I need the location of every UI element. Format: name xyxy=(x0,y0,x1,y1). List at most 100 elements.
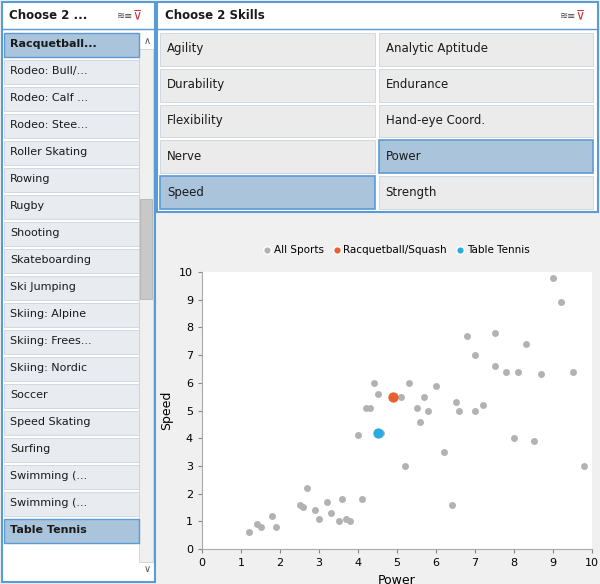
Point xyxy=(416,417,425,426)
FancyBboxPatch shape xyxy=(379,176,593,209)
FancyBboxPatch shape xyxy=(4,519,139,543)
Text: Speed: Speed xyxy=(167,186,204,199)
Text: Shooting: Shooting xyxy=(10,228,59,238)
Text: Rodeo: Bull/...: Rodeo: Bull/... xyxy=(10,66,88,76)
Text: Rodeo: Calf ...: Rodeo: Calf ... xyxy=(10,93,88,103)
FancyBboxPatch shape xyxy=(4,384,139,408)
FancyBboxPatch shape xyxy=(4,114,139,138)
Point xyxy=(357,495,367,504)
Point xyxy=(346,517,355,526)
Text: Speed Skating: Speed Skating xyxy=(10,417,91,427)
FancyBboxPatch shape xyxy=(4,168,139,192)
Point xyxy=(299,503,308,512)
Point xyxy=(244,528,254,537)
Text: ⊽: ⊽ xyxy=(575,9,584,22)
Point xyxy=(431,381,441,390)
Point xyxy=(369,378,379,387)
FancyBboxPatch shape xyxy=(140,199,152,299)
Point xyxy=(556,298,566,307)
FancyBboxPatch shape xyxy=(4,87,139,111)
Point xyxy=(568,367,577,377)
FancyBboxPatch shape xyxy=(4,357,139,381)
Point xyxy=(439,447,449,457)
Text: Nerve: Nerve xyxy=(167,150,202,163)
Point xyxy=(388,392,398,401)
Text: ≋≡: ≋≡ xyxy=(117,11,133,20)
Point xyxy=(295,500,304,509)
Text: Skiing: Nordic: Skiing: Nordic xyxy=(10,363,87,373)
Point xyxy=(490,328,499,338)
Point xyxy=(529,436,538,446)
Point xyxy=(521,339,530,349)
Text: Ski Jumping: Ski Jumping xyxy=(10,282,76,292)
FancyBboxPatch shape xyxy=(4,222,139,246)
Text: Rowing: Rowing xyxy=(10,174,50,184)
Point xyxy=(404,378,413,387)
Point xyxy=(314,514,324,523)
FancyBboxPatch shape xyxy=(160,176,374,209)
Point xyxy=(365,403,374,412)
FancyBboxPatch shape xyxy=(4,465,139,489)
Point xyxy=(490,361,499,371)
Text: Surfing: Surfing xyxy=(10,444,50,454)
FancyBboxPatch shape xyxy=(4,438,139,462)
FancyBboxPatch shape xyxy=(379,33,593,66)
FancyBboxPatch shape xyxy=(160,105,374,137)
FancyBboxPatch shape xyxy=(157,2,598,212)
Point xyxy=(353,431,363,440)
Point xyxy=(252,519,262,529)
Point xyxy=(310,506,320,515)
Point xyxy=(373,389,382,398)
Text: Skiing: Alpine: Skiing: Alpine xyxy=(10,309,86,319)
Text: Soccer: Soccer xyxy=(10,390,47,400)
Point xyxy=(447,500,457,509)
Point xyxy=(400,461,410,471)
Text: Rugby: Rugby xyxy=(10,201,45,211)
Point xyxy=(338,495,347,504)
Point xyxy=(256,522,265,531)
FancyBboxPatch shape xyxy=(4,492,139,516)
Text: ∨: ∨ xyxy=(143,564,151,574)
Point xyxy=(361,403,371,412)
Point xyxy=(326,508,335,517)
Point xyxy=(470,350,480,360)
Text: ≋≡: ≋≡ xyxy=(560,11,576,20)
Text: Hand-eye Coord.: Hand-eye Coord. xyxy=(386,114,485,127)
Text: Swimming (...: Swimming (... xyxy=(10,498,87,508)
FancyBboxPatch shape xyxy=(4,195,139,219)
Text: Endurance: Endurance xyxy=(386,78,449,91)
FancyBboxPatch shape xyxy=(139,49,153,562)
FancyBboxPatch shape xyxy=(4,330,139,354)
Point xyxy=(548,273,558,282)
Point xyxy=(509,433,519,443)
Point xyxy=(373,428,382,437)
Text: Skiing: Frees...: Skiing: Frees... xyxy=(10,336,92,346)
FancyBboxPatch shape xyxy=(379,105,593,137)
Text: Swimming (...: Swimming (... xyxy=(10,471,87,481)
Text: ⊽: ⊽ xyxy=(133,9,142,22)
FancyBboxPatch shape xyxy=(379,140,593,173)
Text: Strength: Strength xyxy=(386,186,437,199)
Text: Power: Power xyxy=(386,150,421,163)
Text: Flexibility: Flexibility xyxy=(167,114,224,127)
Point xyxy=(478,400,488,409)
Text: Racquetball...: Racquetball... xyxy=(10,39,97,49)
Point xyxy=(268,511,277,520)
Point xyxy=(455,406,464,415)
Point xyxy=(424,406,433,415)
Legend: All Sports, Racquetball/Squash, Table Tennis: All Sports, Racquetball/Squash, Table Te… xyxy=(260,241,534,259)
Point xyxy=(419,392,429,401)
FancyBboxPatch shape xyxy=(4,276,139,300)
Point xyxy=(536,370,546,379)
Text: Durability: Durability xyxy=(167,78,225,91)
Text: Choose 2 Skills: Choose 2 Skills xyxy=(165,9,265,22)
FancyBboxPatch shape xyxy=(4,33,139,57)
FancyBboxPatch shape xyxy=(4,411,139,435)
X-axis label: Power: Power xyxy=(378,573,416,584)
Point xyxy=(322,497,332,506)
Point xyxy=(412,403,421,412)
FancyBboxPatch shape xyxy=(4,303,139,327)
Point xyxy=(470,406,480,415)
Point xyxy=(463,331,472,340)
FancyBboxPatch shape xyxy=(4,60,139,84)
